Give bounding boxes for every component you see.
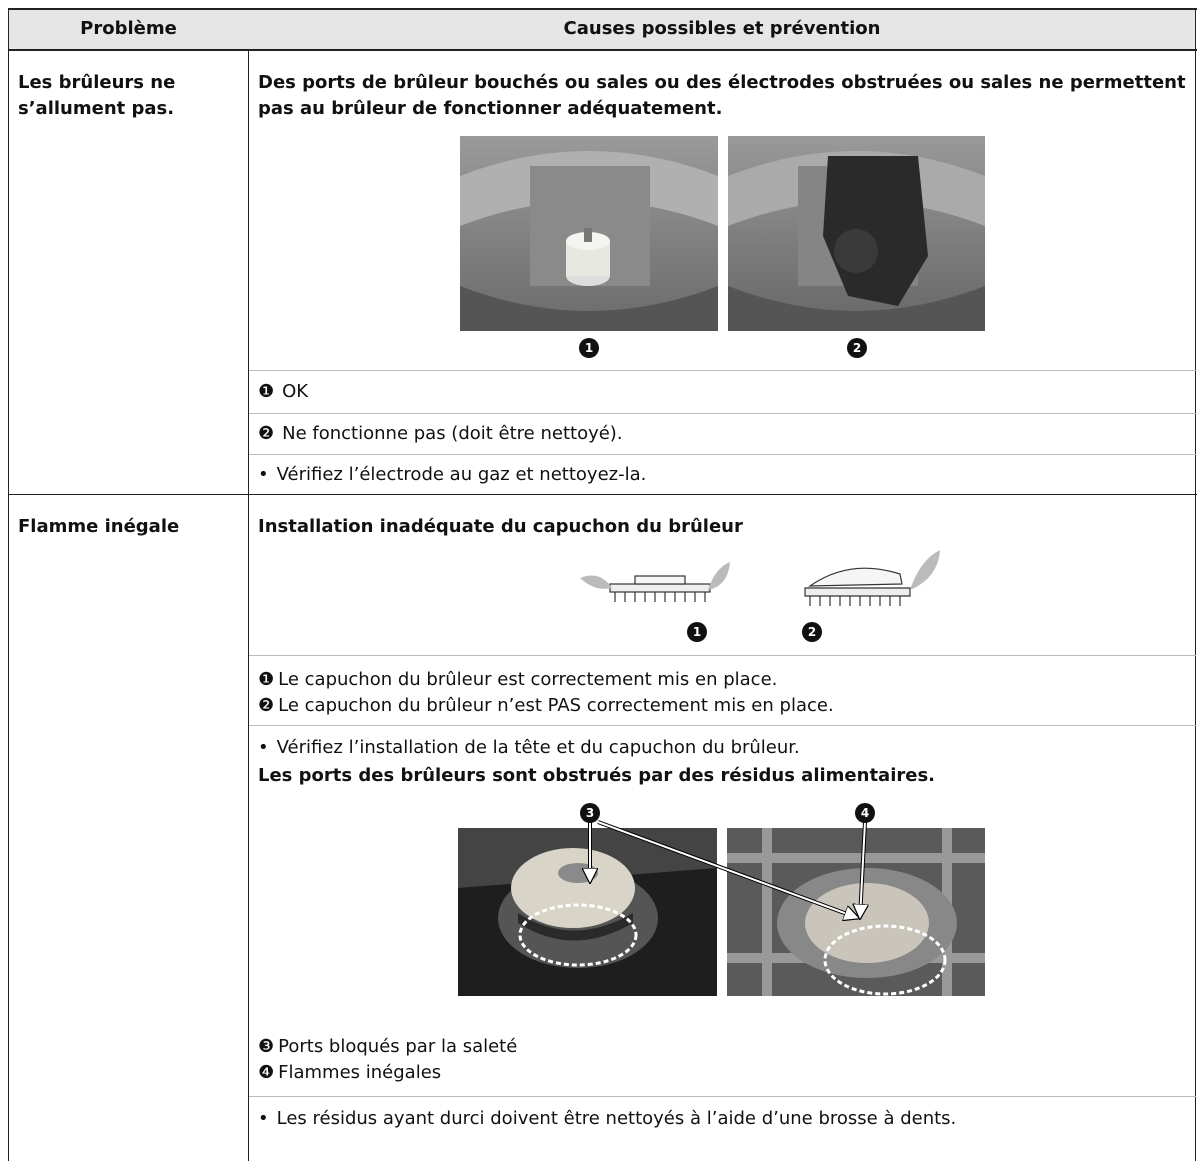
separator — [249, 725, 1196, 726]
note-text: Vérifiez l’électrode au gaz et nettoyez-… — [276, 464, 647, 485]
note: • Vérifiez l’installation de la tête et d… — [258, 735, 800, 761]
marker: ❷ — [258, 695, 275, 716]
marker: • — [258, 737, 269, 758]
note-text: Vérifiez l’installation de la tête et du… — [276, 737, 800, 758]
photo — [458, 828, 717, 996]
border — [8, 494, 1197, 495]
callout: 2 — [847, 338, 867, 358]
header-cell: Problème — [80, 18, 177, 39]
list-item: ❶ Le capuchon du brûleur est correctement… — [258, 667, 777, 693]
list-item: ❷ Ne fonctionne pas (doit être nettoyé). — [258, 421, 623, 447]
separator — [249, 454, 1196, 455]
item-text: Le capuchon du brûleur n’est PAS correct… — [278, 695, 834, 716]
item-text: Flammes inégales — [278, 1062, 442, 1083]
border — [8, 8, 1197, 10]
note: • Les résidus ayant durci doivent être ne… — [258, 1106, 956, 1132]
cause-heading: Installation inadéquate du capuchon du b… — [258, 516, 743, 537]
note-text: Les résidus ayant durci doivent être net… — [276, 1108, 957, 1129]
marker: • — [258, 464, 269, 485]
list-item: ❶ OK — [258, 379, 308, 405]
item-text: Ne fonctionne pas (doit être nettoyé). — [282, 423, 623, 444]
separator — [249, 1096, 1196, 1097]
border — [248, 8, 249, 1161]
border — [8, 49, 1197, 51]
separator — [249, 413, 1196, 414]
marker: ❸ — [258, 1036, 275, 1057]
border — [1195, 8, 1196, 1161]
problem: Les brûleurs ne s’allument pas. — [18, 72, 176, 119]
marker: ❹ — [258, 1062, 275, 1083]
separator — [249, 370, 1196, 371]
photo — [728, 136, 985, 331]
note: • Vérifiez l’électrode au gaz et nettoyez… — [258, 462, 646, 488]
item-text: Le capuchon du brûleur est correctement … — [278, 669, 778, 690]
border — [8, 8, 9, 1161]
callout: 3 — [580, 803, 600, 823]
callout: 4 — [855, 803, 875, 823]
marker: ❶ — [258, 381, 275, 402]
burner-diagram — [580, 550, 940, 606]
callout: 1 — [579, 338, 599, 358]
problem: Flamme inégale — [18, 516, 180, 537]
list-item: ❸ Ports bloqués par la saleté — [258, 1034, 517, 1060]
marker: ❷ — [258, 423, 275, 444]
marker: ❶ — [258, 669, 275, 690]
callout: 2 — [802, 622, 822, 642]
list-item: ❹ Flammes inégales — [258, 1060, 441, 1086]
photo — [460, 136, 718, 331]
list-item: ❷ Le capuchon du brûleur n’est PAS correc… — [258, 693, 834, 719]
header-bg — [9, 10, 1195, 49]
cause-heading: Les ports des brûleurs sont obstrués par… — [258, 765, 936, 786]
separator — [249, 655, 1196, 656]
header-cell: Causes possibles et prévention — [563, 18, 881, 39]
callout: 1 — [687, 622, 707, 642]
cause-heading: Des ports de brûleur bouchés ou sales ou… — [258, 72, 1186, 119]
item-text: Ports bloqués par la saleté — [278, 1036, 518, 1057]
annotation-overlay — [518, 820, 947, 996]
marker: • — [258, 1108, 269, 1129]
item-text: OK — [282, 381, 309, 402]
